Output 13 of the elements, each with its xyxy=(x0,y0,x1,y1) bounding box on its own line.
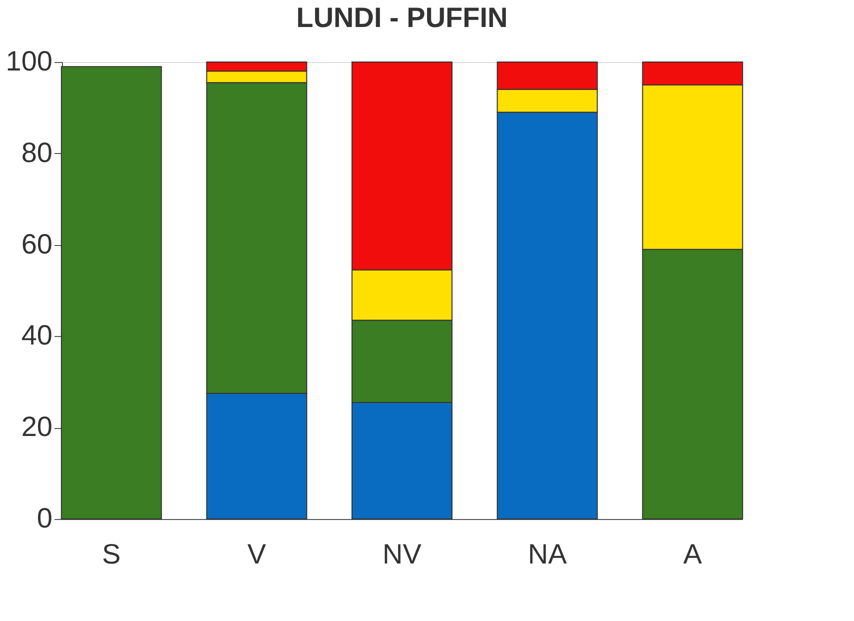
y-tick-label: 40 xyxy=(21,320,52,351)
x-tick-label: S xyxy=(102,538,121,570)
y-tick-label: 20 xyxy=(21,411,52,442)
bar xyxy=(60,66,162,520)
y-tick-label: 0 xyxy=(36,502,52,534)
y-tick-label: 100 xyxy=(6,46,52,76)
x-tick-label: V xyxy=(247,538,266,570)
chart-title: LUNDI - PUFFIN xyxy=(296,2,508,33)
x-tick-label: NA xyxy=(528,538,568,570)
x-tick-label: NV xyxy=(382,538,422,570)
y-tick-label: 60 xyxy=(21,228,52,260)
y-tick-label: 80 xyxy=(21,136,52,168)
x-tick-label: A xyxy=(683,538,702,570)
